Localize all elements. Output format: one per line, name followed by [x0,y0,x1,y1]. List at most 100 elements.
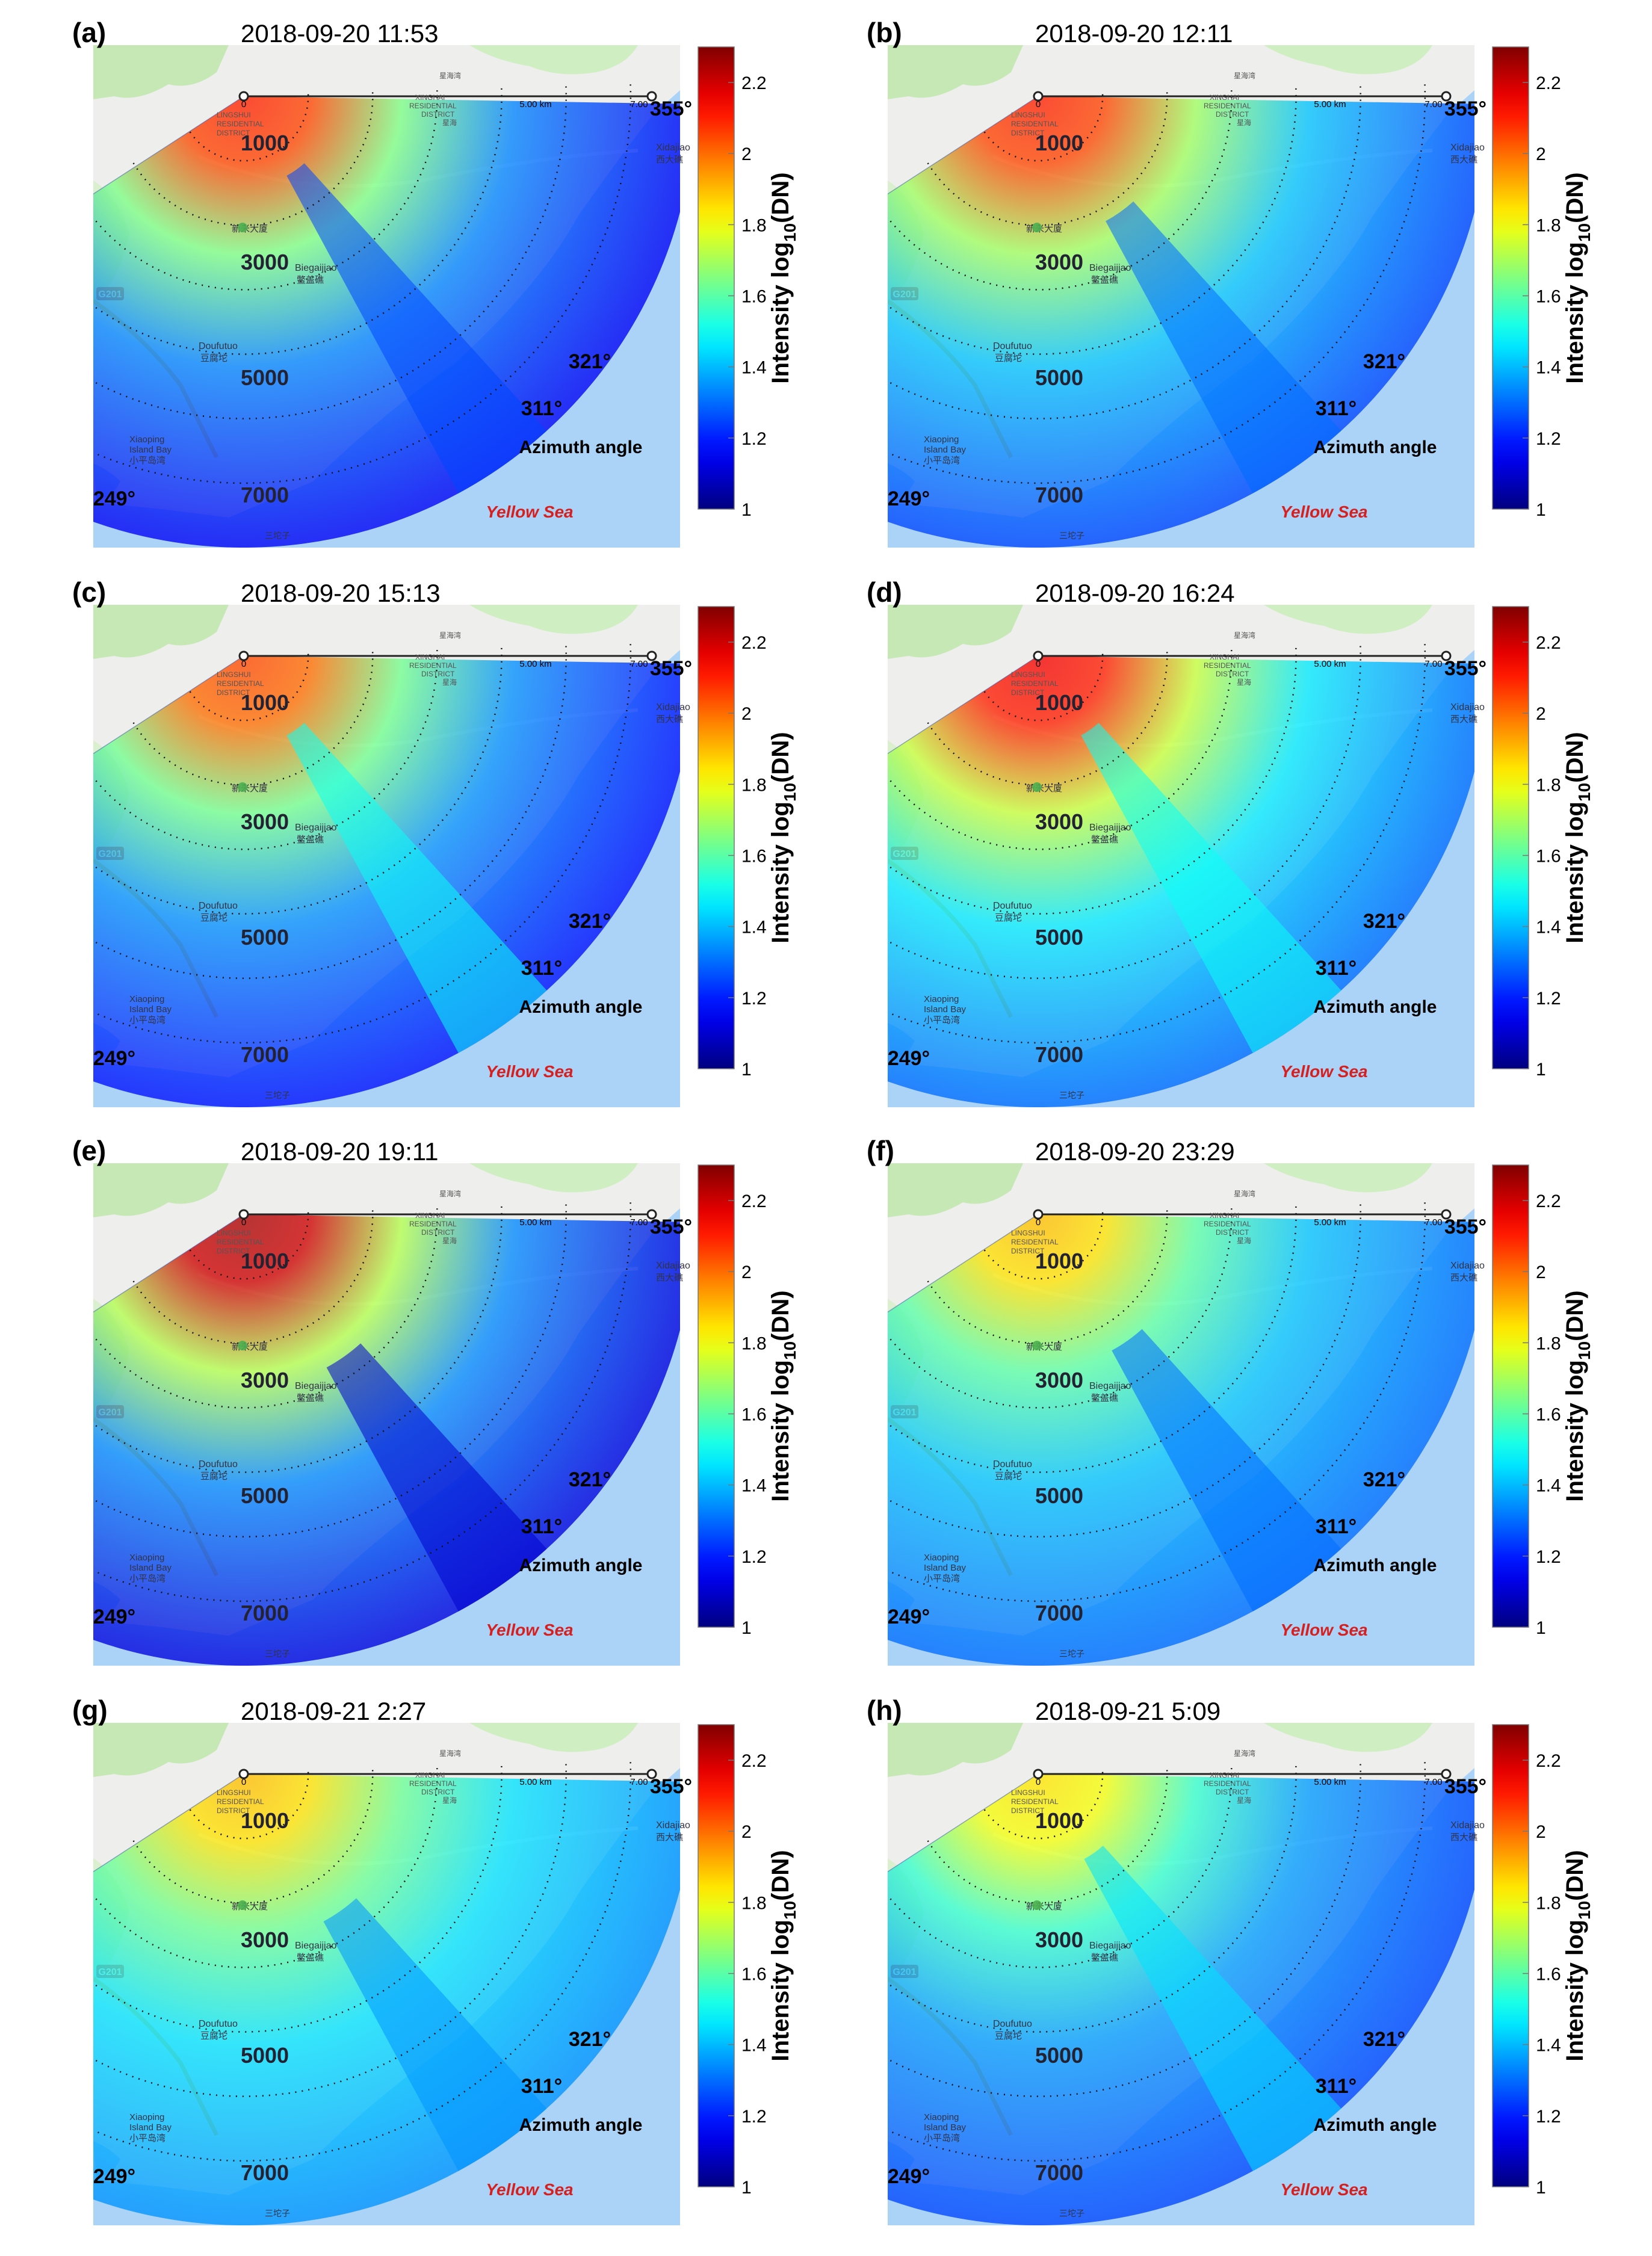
colorbar-tick-label: 1 [1536,1060,1546,1080]
town-label: Xiaoping [924,994,959,1004]
scale-mid-label: 5.00 km [519,1777,551,1787]
sea-label: Yellow Sea [1280,502,1367,521]
place-label: 星海湾 [1234,1189,1255,1198]
sector-edge [93,1773,244,1873]
location-pin-icon [1032,1341,1042,1350]
chart-panel: G20105.00 km7.00LINGSHUIRESIDENTIALDISTR… [867,1695,1594,2225]
sea-label: Yellow Sea [1280,2180,1367,2199]
town-label: Xiaoping [924,1553,959,1563]
town-label: 小平岛湾 [924,2133,960,2143]
scale-bar: 0 5.00 km 7.00 [1033,651,1452,669]
town-label: 三坨子 [265,1090,290,1100]
town-label: 豆腐坨 [200,912,227,923]
town-label: 豆腐坨 [200,1471,227,1482]
town-label: 新米大厦 [1026,783,1062,794]
colorbar-tick-label: 2.2 [1536,633,1561,653]
town-label: 西大礁 [1450,1832,1477,1843]
colorbar: 1 1.2 1.4 1.6 1.8 2 2.2 Intensity log10(DN) [698,1164,799,1638]
angle-label-355: 355° [650,1216,692,1238]
scale-end-label: 7.00 [1425,659,1442,669]
town-label: 三坨子 [1059,531,1084,540]
park-area [93,605,229,659]
place-label: 星海 [1237,678,1251,687]
angle-label-311: 311° [521,397,562,420]
angle-label-311: 311° [521,957,562,980]
colorbar-tick-label: 1.6 [1536,287,1561,307]
district-label: RESIDENTIAL [409,1220,457,1228]
colorbar-tick-label: 1.4 [1536,918,1561,938]
colorbar-tick-label: 1.4 [741,1476,767,1496]
range-label: 1000 [1035,1808,1083,1833]
colorbar-tick-label: 1.2 [1536,989,1561,1009]
range-label: 7000 [1035,483,1083,507]
colorbar-label-main: Intensity log [767,242,794,384]
scale-bar-end [1441,651,1452,661]
colorbar-tick-label: 1.4 [1536,1476,1561,1496]
angle-label-355: 355° [650,1775,692,1798]
town-label: Xiaoping [129,1553,164,1563]
chart-panel: G20105.00 km7.00LINGSHUIRESIDENTIALDISTR… [72,17,799,548]
panel-title: 2018-09-20 16:24 [1035,579,1235,607]
radar-sector-group [93,644,680,1107]
scale-bar: 0 5.00 km 7.00 [1033,91,1452,110]
place-label: 星海湾 [439,1749,461,1758]
town-label: 三坨子 [265,531,290,540]
colorbar: 1 1.2 1.4 1.6 1.8 2 2.2 Intensity log10(DN) [698,1724,799,2198]
scale-start-label: 0 [1036,1777,1041,1787]
district-label: XINGHAI [1210,93,1239,102]
radar-sector-group [888,644,1474,1107]
town-label: 鳖盖礁 [1091,1393,1118,1403]
district-label: RESIDENTIAL [1204,1779,1251,1788]
town-label: 西大礁 [1450,155,1477,165]
park-area [1264,1723,1432,1752]
scale-end-label: 7.00 [630,1217,648,1228]
town-label: Xiaoping [129,994,164,1004]
town-label: 西大礁 [656,1273,683,1283]
town-label: Doufutuo [199,901,238,911]
town-label: Xidajiao [1450,1820,1485,1831]
colorbar: 1 1.2 1.4 1.6 1.8 2 2.2 Intensity log10(DN) [1492,606,1594,1080]
range-label: 5000 [1035,365,1083,390]
colorbar-tick-label: 1.4 [741,918,767,938]
panel-title: 2018-09-20 19:11 [241,1137,439,1166]
colorbar-tick-label: 2.2 [1536,73,1561,93]
colorbar-label: Intensity log10(DN) [767,172,799,383]
plume-band [1081,723,1341,1053]
colorbar-label: Intensity log10(DN) [767,1850,799,2061]
town-label: Island Bay [924,445,967,455]
place-label: 星海湾 [439,631,461,640]
district-label: LINGSHUI [217,1229,251,1237]
colorbar-tick-label: 2 [741,1262,752,1282]
azimuth-axis-label: Azimuth angle [519,1556,642,1575]
park-area [93,1163,229,1217]
scale-bar: 0 5.00 km 7.00 [1033,1209,1452,1228]
radar-sector-group [888,84,1474,548]
colorbar-label-sub: 10 [781,223,799,242]
town-label: Island Bay [924,1563,967,1573]
place-label: 星海湾 [439,71,461,80]
park-area [469,605,638,634]
sea-label: Yellow Sea [486,1062,573,1081]
range-label: 5000 [241,1483,289,1508]
colorbar-gradient [1492,46,1529,510]
district-label: DISTRICT [421,670,455,678]
sector-edge [93,655,244,755]
colorbar-tick-label: 1 [1536,1618,1546,1638]
range-label: 5000 [241,2043,289,2068]
azimuth-axis-label: Azimuth angle [519,997,642,1017]
location-pin-icon [238,782,247,792]
range-ring [93,1766,503,2033]
scale-bar: 0 5.00 km 7.00 [238,651,657,669]
town-label: Doufutuo [993,341,1032,351]
range-label: 5000 [1035,925,1083,950]
town-label: 西大礁 [656,1832,683,1843]
colorbar-tick-label: 1.2 [1536,429,1561,449]
park-area [1264,605,1432,634]
district-label: DISTRICT [1216,110,1249,119]
colorbar-tick-label: 2 [741,704,752,724]
colorbar-tick-label: 2 [1536,704,1546,724]
colorbar-tick-label: 1.8 [1536,1893,1561,1913]
town-label: Island Bay [129,1004,172,1015]
panel-title: 2018-09-20 12:11 [1035,19,1233,48]
scale-end-label: 7.00 [1425,1777,1442,1787]
